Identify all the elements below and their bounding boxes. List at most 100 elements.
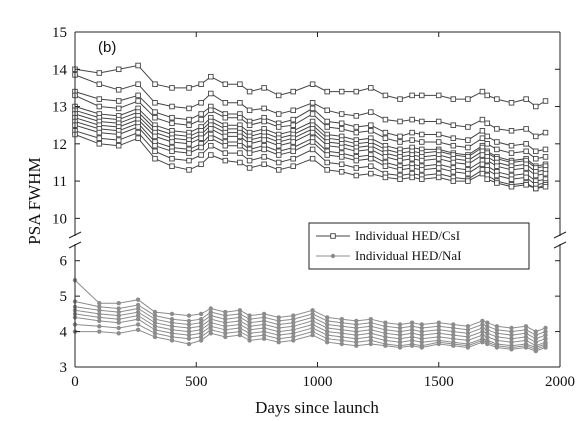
data-point-nai <box>465 334 471 340</box>
data-point-csi <box>290 107 296 114</box>
data-point-nai <box>509 332 514 338</box>
data-point-nai <box>223 317 228 322</box>
x-tick-label: 1000 <box>303 374 333 390</box>
data-point-csi <box>135 135 141 141</box>
data-point-csi <box>368 128 374 134</box>
data-point-nai <box>97 318 102 324</box>
data-point-nai <box>325 329 330 334</box>
data-point-nai <box>397 336 403 341</box>
data-point-nai <box>325 322 330 327</box>
data-point-csi <box>419 92 425 99</box>
data-point-nai <box>383 334 388 340</box>
data-point-csi <box>261 146 267 153</box>
series-line-csi-8 <box>74 117 546 177</box>
data-point-nai <box>247 327 252 332</box>
data-point-nai <box>383 331 388 336</box>
data-point-nai <box>354 322 359 327</box>
data-point-csi <box>508 183 515 190</box>
data-point-csi <box>198 81 204 87</box>
data-point-csi <box>368 109 374 115</box>
data-point-nai <box>419 332 424 338</box>
data-point-nai <box>152 331 158 336</box>
data-point-csi <box>450 159 457 166</box>
data-point-csi <box>542 170 549 177</box>
data-point-nai <box>339 334 344 340</box>
data-point-nai <box>310 318 315 324</box>
y-tick-label: 11 <box>53 174 67 190</box>
data-point-nai <box>223 313 228 318</box>
data-point-csi <box>96 135 103 141</box>
data-point-csi <box>290 88 296 95</box>
data-point-nai <box>354 332 359 338</box>
series-line-nai-5 <box>74 313 546 347</box>
data-point-nai <box>409 343 415 348</box>
data-point-nai <box>523 324 529 329</box>
data-point-csi <box>409 165 415 171</box>
data-point-nai <box>523 345 529 350</box>
data-point-nai <box>310 315 315 320</box>
data-point-nai <box>152 320 158 325</box>
data-point-csi <box>115 87 122 93</box>
data-point-csi <box>523 148 529 155</box>
data-point-nai <box>208 320 213 325</box>
data-point-nai <box>451 343 456 348</box>
data-point-nai <box>208 324 213 329</box>
data-point-csi <box>169 114 175 121</box>
data-point-csi <box>96 141 103 147</box>
data-point-nai <box>523 334 529 340</box>
data-point-nai <box>383 320 388 325</box>
data-point-nai <box>480 332 485 338</box>
data-point-csi <box>222 157 229 164</box>
data-point-csi <box>338 120 345 127</box>
chart-marks <box>72 62 549 354</box>
data-point-nai <box>276 340 281 345</box>
data-point-nai <box>325 315 330 320</box>
data-point-csi <box>169 163 175 169</box>
data-point-nai <box>494 334 500 340</box>
data-point-nai <box>276 315 281 320</box>
data-point-nai <box>494 338 500 343</box>
series-line-nai-3 <box>74 306 546 340</box>
data-point-csi <box>484 157 490 164</box>
data-point-csi <box>397 133 403 140</box>
data-point-nai <box>485 320 490 325</box>
data-point-nai <box>198 338 204 343</box>
chart-legend: Individual HED/CsI Individual HED/NaI <box>308 222 530 270</box>
data-point-nai <box>397 340 403 345</box>
series-nai <box>72 278 548 354</box>
data-point-nai <box>208 309 213 315</box>
data-point-csi <box>465 170 471 177</box>
data-point-nai <box>533 340 538 345</box>
data-point-nai <box>198 320 204 325</box>
series-line-nai-2 <box>74 301 546 336</box>
data-point-csi <box>246 157 253 164</box>
data-point-nai <box>409 324 415 329</box>
data-point-csi <box>290 148 296 155</box>
data-point-csi <box>186 150 192 156</box>
data-point-nai <box>419 345 424 350</box>
data-point-nai <box>397 345 403 350</box>
data-point-nai <box>397 332 403 338</box>
data-point-csi <box>484 120 490 127</box>
data-point-csi <box>152 100 158 106</box>
data-point-csi <box>169 139 175 145</box>
data-point-csi <box>115 137 122 143</box>
data-point-csi <box>419 118 425 125</box>
x-tick-label: 0 <box>71 374 79 390</box>
data-point-csi <box>152 142 158 149</box>
data-point-csi <box>96 81 103 87</box>
series-line-nai-1 <box>74 279 546 333</box>
series-line-csi-12 <box>74 134 546 190</box>
data-point-nai <box>543 332 548 338</box>
data-point-nai <box>116 317 121 322</box>
data-point-csi <box>222 81 229 87</box>
data-point-csi <box>338 154 345 160</box>
data-point-csi <box>324 124 330 130</box>
data-point-nai <box>368 317 373 322</box>
data-point-csi <box>419 157 425 164</box>
data-point-nai <box>247 317 252 322</box>
data-point-csi <box>382 135 389 141</box>
y-axis-title: PSA FWHM <box>25 157 44 244</box>
data-point-csi <box>409 174 415 181</box>
data-point-nai <box>186 332 192 338</box>
